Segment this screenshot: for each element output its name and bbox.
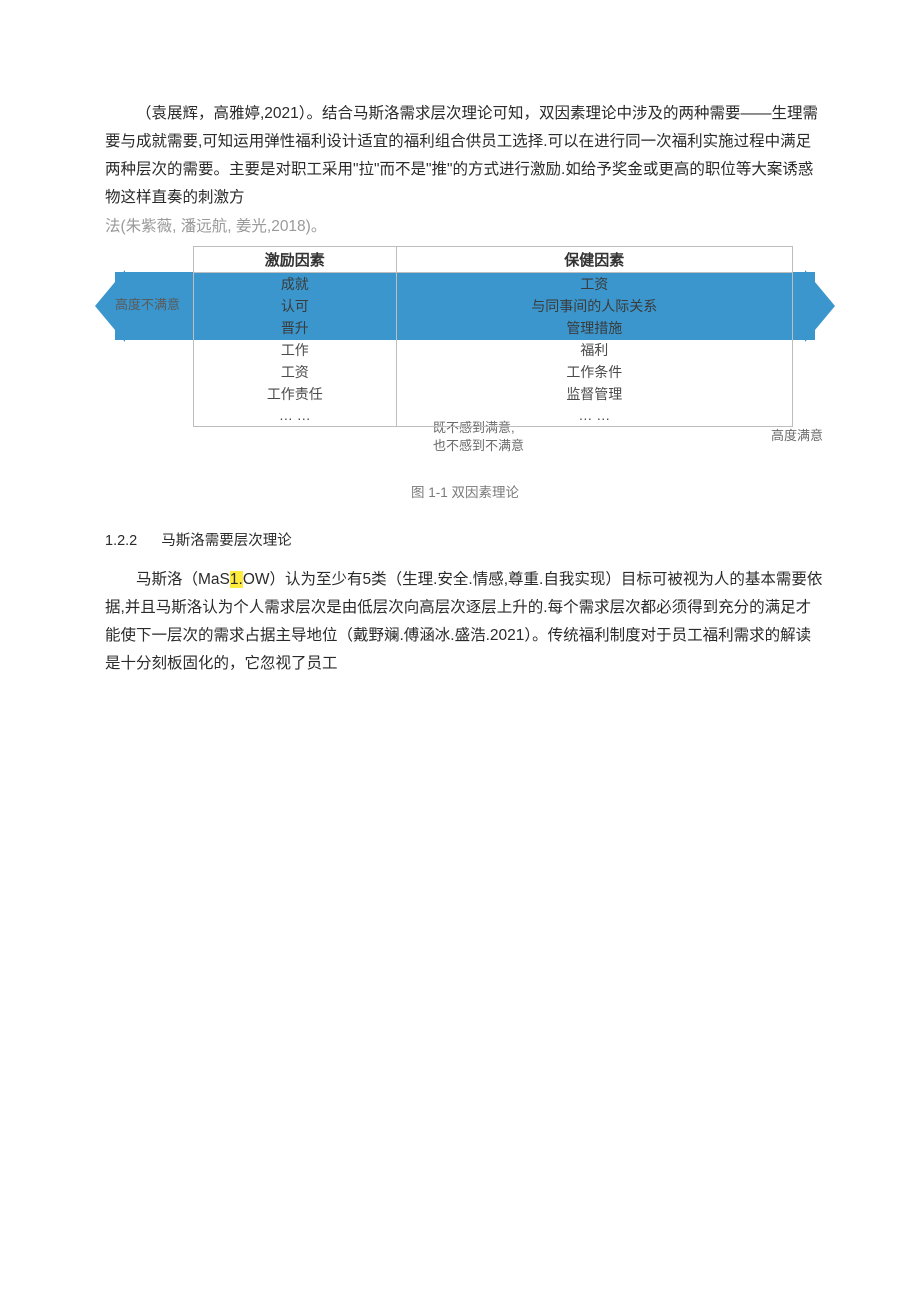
cell-right: 工资 — [396, 273, 792, 295]
table-row: 成就 工资 — [194, 273, 793, 295]
section-number: 1.2.2 — [105, 533, 137, 549]
cell-right: 管理措施 — [396, 317, 792, 339]
cell-left: 认可 — [194, 295, 397, 317]
cell-right: 监督管理 — [396, 383, 792, 405]
mid-line-2: 也不感到不满意 — [433, 438, 524, 453]
arrow-right-icon — [805, 270, 835, 342]
section-title: 马斯洛需要层次理论 — [161, 533, 292, 549]
header-motivators: 激励因素 — [194, 247, 397, 273]
cell-right: … … — [396, 405, 792, 427]
table-row: 工作责任 监督管理 — [194, 383, 793, 405]
paragraph-2: 马斯洛（MaS1.OW）认为至少有5类（生理.安全.情感,尊重.自我实现）目标可… — [105, 566, 825, 678]
cell-left: … … — [194, 405, 397, 427]
cell-left: 晋升 — [194, 317, 397, 339]
two-factor-diagram: 高度不满意 激励因素 保健因素 成就 工资 认可 与同事间的人际关系 晋升 管理… — [105, 246, 825, 467]
cell-left: 工作 — [194, 339, 397, 361]
cell-left: 成就 — [194, 273, 397, 295]
header-hygiene: 保健因素 — [396, 247, 792, 273]
paragraph-1-grey: 法(朱紫薇, 潘远航, 姜光,2018)。 — [105, 214, 825, 240]
section-heading: 1.2.2 马斯洛需要层次理论 — [105, 529, 825, 550]
cell-right: 与同事间的人际关系 — [396, 295, 792, 317]
figure-caption: 图 1-1 双因素理论 — [105, 481, 825, 501]
table-row: … … … … — [194, 405, 793, 427]
table-row: 工资 工作条件 — [194, 361, 793, 383]
p2-pre: 马斯洛（MaS — [136, 571, 230, 588]
label-high-satisfaction: 高度满意 — [771, 425, 823, 444]
table-row: 晋升 管理措施 — [194, 317, 793, 339]
p2-highlight: 1. — [230, 571, 243, 588]
cell-left: 工作责任 — [194, 383, 397, 405]
table-row: 认可 与同事间的人际关系 — [194, 295, 793, 317]
cell-right: 福利 — [396, 339, 792, 361]
label-high-dissatisfaction: 高度不满意 — [115, 294, 180, 313]
paragraph-1: （袁展辉，高雅婷,2021）。结合马斯洛需求层次理论可知，双因素理论中涉及的两种… — [105, 100, 825, 212]
factor-table: 激励因素 保健因素 成就 工资 认可 与同事间的人际关系 晋升 管理措施 工作 … — [193, 246, 793, 427]
cell-left: 工资 — [194, 361, 397, 383]
table-row: 工作 福利 — [194, 339, 793, 361]
cell-right: 工作条件 — [396, 361, 792, 383]
